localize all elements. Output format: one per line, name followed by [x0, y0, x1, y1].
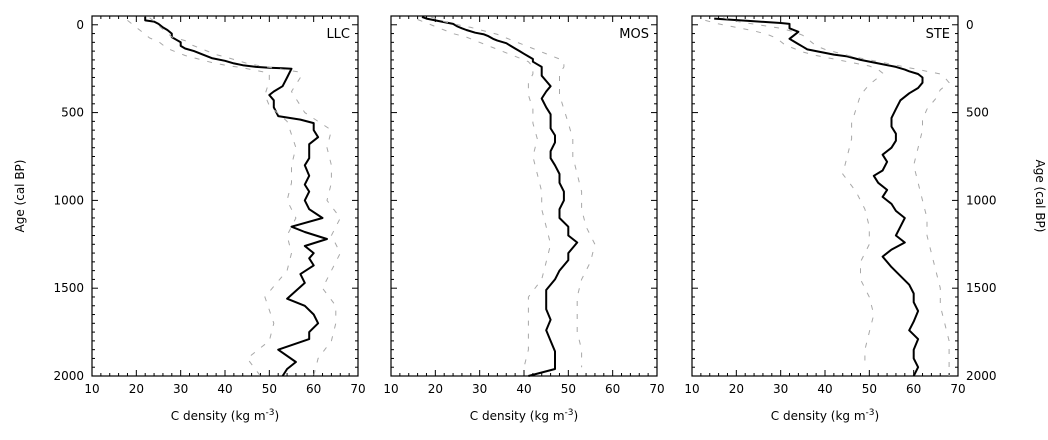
x-tick-label: 70 — [950, 382, 965, 396]
panel-label: LLC — [326, 27, 350, 42]
series-bound-line — [723, 18, 949, 376]
x-tick-label: 20 — [729, 382, 744, 396]
series-bound-line — [128, 20, 296, 376]
series-bound-line — [705, 20, 882, 367]
panel-label: STE — [926, 27, 950, 42]
y-tick-label: 0 — [76, 18, 84, 32]
x-axis-label-main: C density (kg m — [771, 409, 866, 423]
x-tick-label: 10 — [84, 382, 99, 396]
x-axis-label-superscript: -3 — [565, 408, 574, 418]
y-tick-label: 2000 — [966, 369, 997, 383]
x-tick-label: 40 — [516, 382, 531, 396]
y-tick-label: 1500 — [53, 281, 84, 295]
y-tick-label: 2000 — [53, 369, 84, 383]
x-axis-label-end: ) — [574, 409, 579, 423]
series-main-line — [145, 17, 327, 376]
series-bound-line — [150, 18, 341, 376]
x-axis-label-end: ) — [875, 409, 880, 423]
x-tick-label: 60 — [605, 382, 620, 396]
x-axis-label: C density (kg m-3) — [771, 408, 879, 423]
x-tick-label: 50 — [262, 382, 277, 396]
x-tick-label: 70 — [649, 382, 664, 396]
series-main-line — [422, 17, 577, 376]
x-tick-label: 20 — [129, 382, 144, 396]
series-layer — [705, 18, 949, 376]
x-tick-label: 70 — [350, 382, 365, 396]
series-layer — [418, 17, 595, 376]
x-axis-label-main: C density (kg m — [171, 409, 266, 423]
x-tick-label: 10 — [684, 382, 699, 396]
axis-ticks: 10 20 30 40 50 60 70 0 500 1000 1500 2000 — [684, 16, 996, 396]
y-axis-label-left: Age (cal BP) — [13, 160, 27, 233]
x-tick-label: 30 — [472, 382, 487, 396]
series-layer — [128, 17, 341, 376]
y-axis-label-right: Age (cal BP) — [1033, 160, 1047, 233]
y-tick-label: 0 — [966, 18, 974, 32]
y-tick-label: 1000 — [53, 193, 84, 207]
y-tick-label: 1500 — [966, 281, 997, 295]
series-bound-line — [431, 17, 595, 367]
panel-llc: 10 20 30 40 50 60 70 0 500 1000 1500 2000 LLC C den… — [13, 16, 366, 423]
x-axis-label-superscript: -3 — [266, 408, 275, 418]
x-tick-label: 20 — [428, 382, 443, 396]
panel-label: MOS — [619, 27, 649, 42]
x-tick-label: 40 — [217, 382, 232, 396]
axis-ticks: 10 20 30 40 50 60 70 0 500 1000 1500 2000 — [53, 16, 365, 396]
x-axis-label-end: ) — [275, 409, 280, 423]
x-axis-label: C density (kg m-3) — [171, 408, 279, 423]
plot-frame — [391, 16, 657, 376]
x-tick-label: 60 — [906, 382, 921, 396]
plot-frame — [692, 16, 958, 376]
panel-mos: 10 20 30 40 50 60 70 MOS C density (kg m-3) — [383, 16, 664, 423]
axis-ticks: 10 20 30 40 50 60 70 — [383, 16, 664, 396]
x-tick-label: 30 — [773, 382, 788, 396]
y-tick-label: 1000 — [966, 193, 997, 207]
series-main-line — [714, 19, 922, 376]
y-tick-label: 500 — [61, 106, 84, 120]
x-tick-label: 40 — [817, 382, 832, 396]
series-bound-line — [418, 20, 551, 368]
x-tick-label: 50 — [561, 382, 576, 396]
x-axis-label: C density (kg m-3) — [470, 408, 578, 423]
x-tick-label: 60 — [306, 382, 321, 396]
x-axis-label-main: C density (kg m — [470, 409, 565, 423]
panel-ste: 10 20 30 40 50 60 70 0 500 1000 1500 2000 STE C den… — [684, 16, 1047, 423]
x-axis-label-superscript: -3 — [866, 408, 875, 418]
x-tick-label: 30 — [173, 382, 188, 396]
x-tick-label: 10 — [383, 382, 398, 396]
y-tick-label: 500 — [966, 106, 989, 120]
x-tick-label: 50 — [862, 382, 877, 396]
